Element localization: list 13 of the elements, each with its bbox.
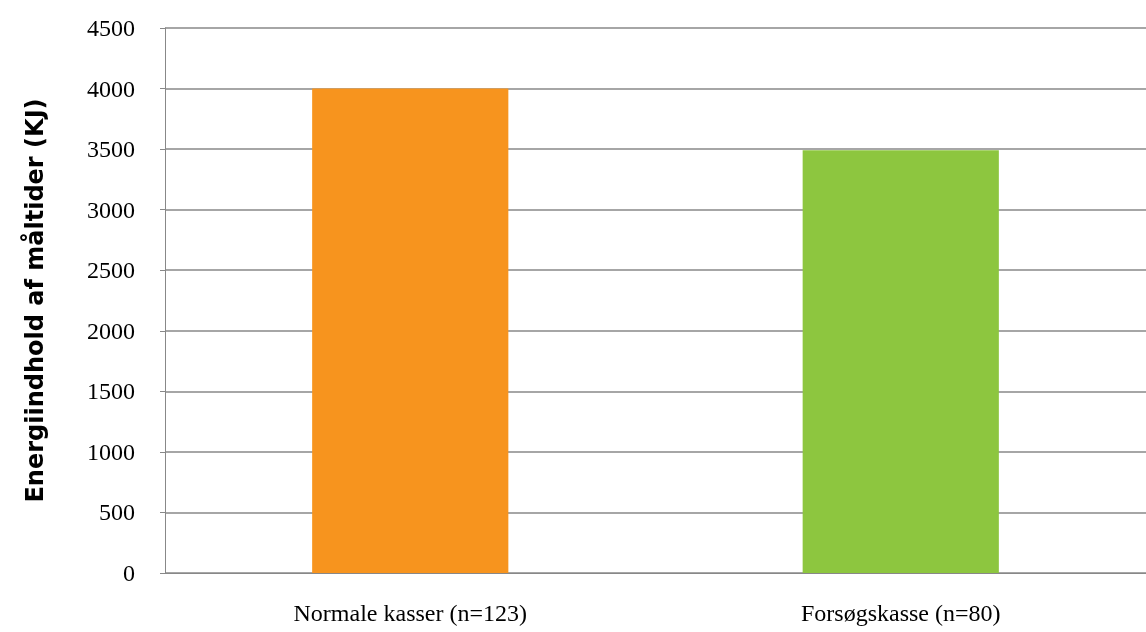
y-tick-label: 4500	[87, 15, 135, 41]
x-tick-label: Normale kasser (n=123)	[293, 600, 527, 626]
y-tick-label: 2500	[87, 257, 135, 284]
y-axis-title: Energiindhold af måltider (KJ)	[20, 98, 49, 503]
x-tick-label: Forsøgskasse (n=80)	[800, 600, 1001, 626]
y-tick-label: 2000	[87, 317, 135, 344]
y-tick-label: 0	[123, 560, 135, 586]
y-tick-label: 1500	[87, 378, 135, 405]
y-tick-label: 1000	[87, 438, 135, 465]
y-tick-label: 4000	[87, 75, 135, 102]
y-tick-label: 3500	[87, 136, 135, 163]
y-tick-label: 500	[99, 499, 135, 526]
y-tick-label: 3000	[87, 196, 135, 223]
